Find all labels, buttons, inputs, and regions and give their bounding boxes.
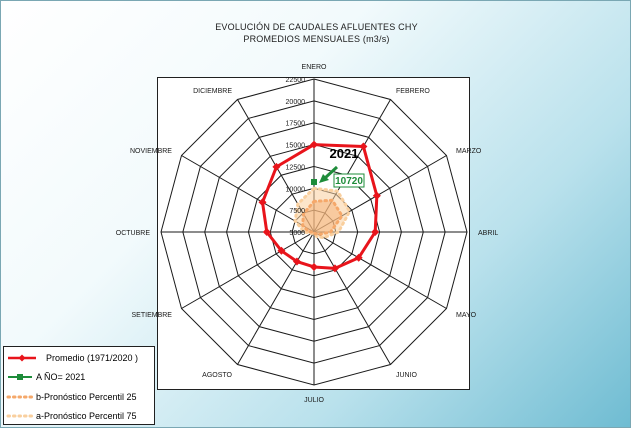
category-label: JULIO — [304, 397, 324, 404]
promedio-marker — [262, 228, 271, 236]
category-label: MAYO — [456, 312, 477, 319]
legend-label-p25: b-Pronóstico Percentil 25 — [36, 391, 137, 402]
promedio-marker — [292, 257, 301, 266]
annotation-value-box — [333, 173, 365, 188]
category-label: JUNIO — [396, 372, 418, 379]
percentile-75-area — [295, 188, 350, 238]
annotation-value: 10720 — [335, 176, 363, 187]
promedio-marker — [310, 262, 318, 271]
percentile-25-line — [301, 198, 344, 237]
category-label: OCTUBRE — [116, 230, 151, 237]
legend-label-promedio: Promedio (1971/2020 ) — [46, 352, 139, 363]
annotation-year: 2021 — [330, 146, 359, 161]
radial-tick-label: 20000 — [286, 99, 306, 106]
grid-spoke — [181, 155, 315, 233]
category-label: ENERO — [302, 64, 327, 71]
radial-tick-label: 7500 — [289, 208, 305, 215]
legend-label-p75: a-Pronóstico Percentil 75 — [36, 410, 137, 421]
promedio-marker — [330, 264, 339, 273]
legend-item-p25: b-Pronóstico Percentil 25 — [6, 389, 154, 404]
promedio-marker — [272, 162, 281, 171]
category-label: DICIEMBRE — [193, 88, 232, 95]
promedio-marker — [310, 140, 318, 149]
legend-swatch-p75 — [6, 414, 36, 417]
category-label: MARZO — [456, 148, 482, 155]
annotation-arrowhead — [319, 174, 329, 183]
legend-item-2021: A ÑO= 2021 — [6, 369, 154, 384]
grid-spoke — [237, 231, 315, 365]
legend-label-2021: A ÑO= 2021 — [36, 371, 86, 382]
category-label: ABRIL — [478, 230, 498, 237]
promedio-marker — [258, 198, 267, 207]
chart-subtitle: PROMEDIOS MENSUALES (m3/s) — [243, 34, 390, 44]
chart-legend: Promedio (1971/2020 ) A ÑO= 2021 b-Pronó… — [3, 346, 155, 425]
legend-item-promedio: Promedio (1971/2020 ) — [6, 350, 154, 365]
category-label: FEBRERO — [396, 88, 430, 95]
radial-tick-label: 22500 — [286, 77, 306, 84]
legend-item-p75: a-Pronóstico Percentil 75 — [6, 408, 154, 423]
grid-spoke — [313, 231, 447, 309]
annotation-arrow — [323, 165, 339, 180]
radial-tick-label: 12500 — [286, 164, 306, 171]
legend-swatch-2021 — [8, 373, 32, 380]
legend-swatch-p25 — [6, 395, 36, 398]
category-label: SETIEMBRE — [132, 312, 173, 319]
promedio-marker — [359, 142, 368, 151]
percentile-25-area — [302, 200, 343, 235]
legend-swatch-promedio — [8, 354, 36, 361]
radial-tick-label: 10000 — [286, 186, 306, 193]
radial-tick-label: 15000 — [286, 143, 306, 150]
ano-2021-marker — [311, 178, 317, 185]
promedio-marker — [354, 253, 363, 262]
promedio-marker — [371, 228, 380, 236]
promedio-marker — [372, 191, 381, 200]
grid-spoke — [181, 231, 315, 309]
radial-tick-label: 5000 — [289, 230, 305, 237]
radial-tick-label: 17500 — [286, 121, 306, 128]
promedio-marker — [277, 246, 286, 255]
chart-title: EVOLUCIÓN DE CAUDALES AFLUENTES CHY — [215, 22, 418, 32]
category-label: NOVIEMBRE — [130, 148, 172, 155]
grid-spoke — [313, 231, 391, 365]
category-label: AGOSTO — [202, 372, 232, 379]
